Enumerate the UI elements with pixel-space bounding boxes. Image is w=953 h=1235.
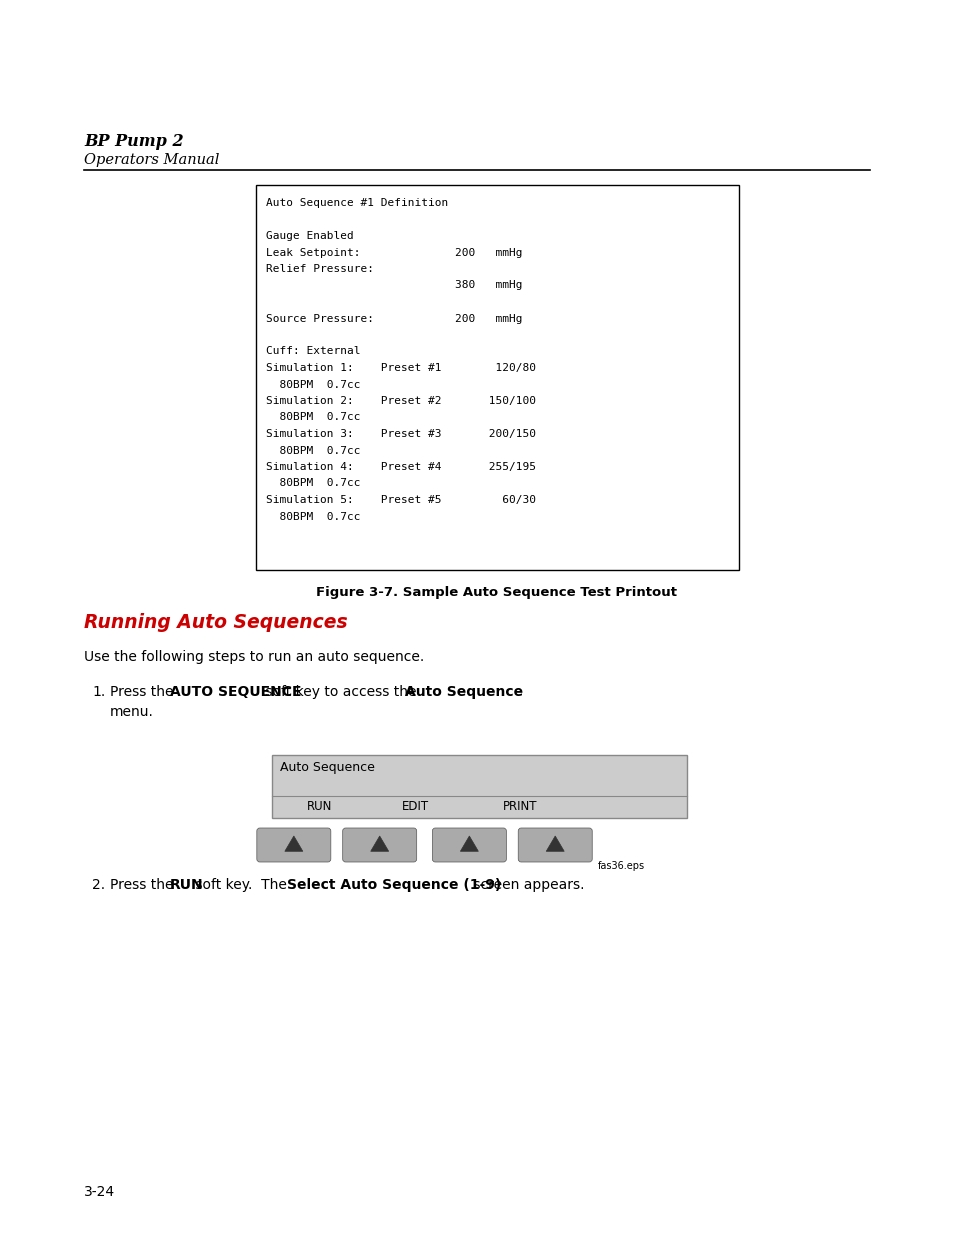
- Text: 80BPM  0.7cc: 80BPM 0.7cc: [265, 511, 360, 521]
- Text: RUN: RUN: [170, 878, 203, 892]
- Text: 80BPM  0.7cc: 80BPM 0.7cc: [265, 412, 360, 422]
- Text: Press the: Press the: [110, 685, 177, 699]
- Text: 3-24: 3-24: [84, 1186, 115, 1199]
- Polygon shape: [285, 836, 302, 851]
- Text: Cuff: External: Cuff: External: [265, 347, 360, 357]
- Text: EDIT: EDIT: [401, 800, 428, 813]
- Text: Gauge Enabled: Gauge Enabled: [265, 231, 353, 241]
- FancyBboxPatch shape: [517, 827, 592, 862]
- Text: 80BPM  0.7cc: 80BPM 0.7cc: [265, 446, 360, 456]
- Text: screen appears.: screen appears.: [468, 878, 583, 892]
- Text: 1.: 1.: [91, 685, 105, 699]
- Text: Press the: Press the: [110, 878, 177, 892]
- Text: soft key.  The: soft key. The: [191, 878, 291, 892]
- Text: Simulation 5:    Preset #5         60/30: Simulation 5: Preset #5 60/30: [265, 495, 536, 505]
- Text: BP Pump 2: BP Pump 2: [84, 133, 183, 149]
- Text: Simulation 3:    Preset #3       200/150: Simulation 3: Preset #3 200/150: [265, 429, 536, 438]
- FancyBboxPatch shape: [255, 185, 739, 571]
- Text: Auto Sequence: Auto Sequence: [279, 761, 375, 774]
- Polygon shape: [460, 836, 477, 851]
- Text: Auto Sequence #1 Definition: Auto Sequence #1 Definition: [265, 198, 448, 207]
- Text: Source Pressure:            200   mmHg: Source Pressure: 200 mmHg: [265, 314, 521, 324]
- FancyBboxPatch shape: [342, 827, 416, 862]
- FancyBboxPatch shape: [272, 755, 686, 818]
- Polygon shape: [371, 836, 388, 851]
- FancyBboxPatch shape: [256, 827, 331, 862]
- Text: Running Auto Sequences: Running Auto Sequences: [84, 613, 347, 632]
- Text: RUN: RUN: [307, 800, 332, 813]
- Text: 380   mmHg: 380 mmHg: [265, 280, 521, 290]
- Text: Figure 3-7. Sample Auto Sequence Test Printout: Figure 3-7. Sample Auto Sequence Test Pr…: [315, 585, 676, 599]
- Text: Simulation 2:    Preset #2       150/100: Simulation 2: Preset #2 150/100: [265, 396, 536, 406]
- Text: 2.: 2.: [91, 878, 105, 892]
- Text: Auto Sequence: Auto Sequence: [404, 685, 522, 699]
- Text: PRINT: PRINT: [502, 800, 537, 813]
- Text: Operators Manual: Operators Manual: [84, 153, 219, 167]
- Text: Simulation 4:    Preset #4       255/195: Simulation 4: Preset #4 255/195: [265, 462, 536, 472]
- Text: soft key to access the: soft key to access the: [260, 685, 420, 699]
- FancyBboxPatch shape: [432, 827, 506, 862]
- Text: AUTO SEQUENCE: AUTO SEQUENCE: [170, 685, 301, 699]
- Text: menu.: menu.: [110, 705, 153, 719]
- Text: 80BPM  0.7cc: 80BPM 0.7cc: [265, 379, 360, 389]
- Text: fas36.eps: fas36.eps: [598, 861, 644, 871]
- Text: Use the following steps to run an auto sequence.: Use the following steps to run an auto s…: [84, 650, 424, 664]
- Text: Simulation 1:    Preset #1        120/80: Simulation 1: Preset #1 120/80: [265, 363, 536, 373]
- Text: Leak Setpoint:              200   mmHg: Leak Setpoint: 200 mmHg: [265, 247, 521, 258]
- Text: 80BPM  0.7cc: 80BPM 0.7cc: [265, 478, 360, 489]
- Text: Select Auto Sequence (1-9): Select Auto Sequence (1-9): [287, 878, 500, 892]
- Text: Relief Pressure:: Relief Pressure:: [265, 264, 374, 274]
- Polygon shape: [546, 836, 563, 851]
